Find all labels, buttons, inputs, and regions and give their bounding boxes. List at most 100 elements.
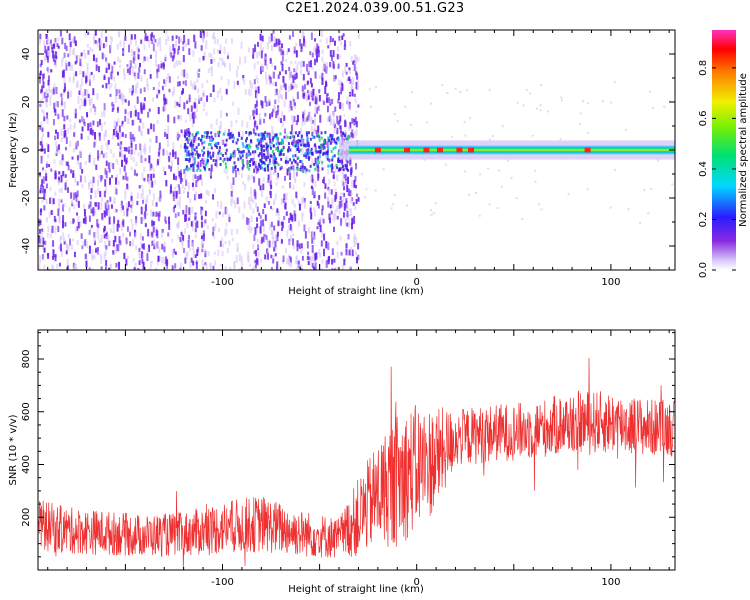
spectrogram-cell (351, 197, 354, 202)
spectrogram-cell (257, 133, 260, 137)
spectrogram-cell (149, 74, 152, 79)
spectrogram-cell (232, 101, 235, 106)
spectrogram-cell (136, 82, 139, 89)
spectrogram-cell (97, 65, 100, 73)
spectrogram-cell (345, 71, 348, 75)
spectrogram-cell (351, 85, 354, 91)
spectrogram-cell (240, 136, 243, 140)
spectrogram-cell (95, 164, 98, 170)
spectrogram-cell (185, 128, 188, 137)
spectrogram-cell (308, 256, 311, 261)
spectrogram-cell (156, 259, 159, 266)
spectrogram-cell (115, 121, 118, 127)
spectrogram-cell (116, 132, 119, 140)
spectrogram-cell (47, 144, 50, 153)
spectrogram-cell (113, 76, 116, 82)
spectrogram-cell (347, 77, 350, 82)
spectrogram-cell (199, 174, 202, 180)
spectrogram-cell (306, 241, 309, 249)
spectrogram-cell (355, 121, 358, 128)
spectrogram-cell (65, 250, 68, 255)
spectrogram-cell (331, 158, 334, 162)
spectrogram-cell (69, 41, 72, 48)
spectrogram-cell (220, 152, 223, 156)
spectrogram-cell (63, 76, 66, 84)
spectrogram-cell (258, 50, 261, 57)
spectrogram-cell (270, 33, 273, 42)
spectrogram-cell (82, 218, 85, 224)
spectrogram-cell (57, 45, 60, 49)
colorbar-tick-label: 0.4 (698, 161, 709, 177)
spectrogram-cell (338, 35, 341, 41)
spectrogram-cell (320, 136, 323, 140)
spectrogram-cell (374, 189, 377, 192)
spectrogram-cell (42, 81, 45, 89)
spectrogram-cell (249, 81, 252, 88)
spectrogram-cell (63, 115, 66, 122)
spectrogram-cell (275, 161, 278, 165)
spectrogram-cell (247, 175, 250, 182)
spectrogram-cell (135, 173, 138, 177)
spectrogram-cell (316, 107, 319, 114)
spectrogram-cell (173, 151, 176, 155)
spectrogram-cell (164, 171, 167, 176)
spectrogram-cell (291, 85, 294, 89)
spectrogram-cell (50, 69, 53, 73)
spectrogram-cell (255, 226, 258, 234)
spectrogram-cell (329, 36, 332, 43)
spectrogram-cell (101, 213, 104, 220)
spectrogram-cell (339, 125, 342, 133)
spectrogram-cell (312, 88, 315, 96)
spectrogram-cell (279, 132, 282, 136)
spectrogram-cell (350, 165, 353, 170)
spectrogram-cell (144, 223, 147, 228)
spectrogram-cell (156, 73, 159, 79)
spectrogram-cell (92, 54, 95, 62)
spectrogram-cell (314, 113, 317, 118)
spectrogram-cell (180, 144, 183, 149)
spectrogram-cell (535, 107, 538, 110)
spectrogram-cell (300, 45, 303, 53)
spectrogram-cell (283, 203, 286, 209)
spectrogram-cell (272, 144, 275, 148)
spectrogram-cell (293, 210, 296, 216)
spectrogram-cell (94, 30, 97, 36)
spectrogram-cell (177, 234, 180, 240)
spectrogram-cell (231, 185, 234, 194)
spectrogram-cell (296, 162, 299, 166)
spectrogram-cell (183, 145, 186, 149)
colorbar-tick-label: 0.6 (698, 110, 709, 126)
spectrogram-cell (251, 268, 254, 270)
spectrogram-cell (200, 97, 203, 101)
spectrogram-cell (332, 213, 335, 221)
spectrogram-cell (127, 100, 130, 106)
spectrogram-cell (357, 242, 360, 250)
spectrogram-cell (168, 88, 171, 93)
spectrogram-cell (105, 208, 108, 216)
spectrogram-cell (336, 251, 339, 259)
spectrogram-cell (288, 85, 291, 93)
spectrogram-cell (188, 207, 191, 215)
spectrogram-cell (567, 192, 570, 195)
spectrogram-cell (46, 160, 49, 167)
spectrogram-cell (142, 243, 145, 250)
spectrogram-cell (272, 258, 275, 264)
spectrogram-cell (266, 42, 269, 50)
spectrogram-cell (82, 91, 85, 98)
spectrogram-cell (273, 163, 276, 167)
spectrogram-cell (229, 133, 232, 137)
spectrogram-cell (351, 89, 354, 97)
spectrogram-cell (104, 130, 107, 137)
spectrogram-cell (68, 76, 71, 83)
spectrogram-cell (103, 133, 106, 141)
spectrogram-cell (355, 110, 358, 113)
spectrogram-cell (293, 102, 296, 106)
spectrogram-cell (206, 161, 209, 165)
spectrogram-cell (302, 165, 305, 174)
spectrogram-cell (227, 79, 230, 86)
spectrogram-cell (259, 42, 262, 50)
spectrogram-cell (259, 226, 262, 234)
spectrogram-cell (222, 132, 225, 136)
spectrogram-cell (256, 51, 259, 59)
spectrogram-cell (250, 195, 253, 203)
